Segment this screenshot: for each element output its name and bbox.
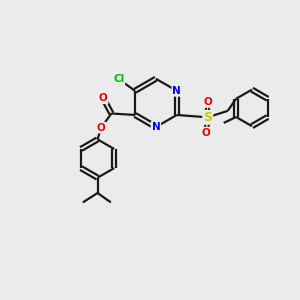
Text: O: O xyxy=(202,128,211,138)
Text: O: O xyxy=(203,97,212,107)
Text: O: O xyxy=(99,93,108,103)
Text: N: N xyxy=(172,86,181,96)
Text: N: N xyxy=(152,122,160,132)
Text: O: O xyxy=(97,123,106,133)
Text: Cl: Cl xyxy=(113,74,124,84)
Text: S: S xyxy=(203,111,212,124)
